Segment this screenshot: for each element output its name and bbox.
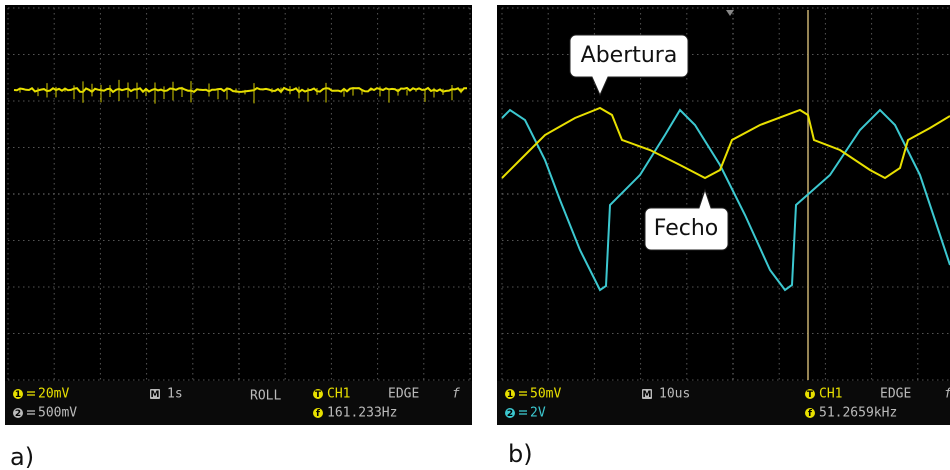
badge-text: M: [643, 390, 652, 400]
badge-text: 2: [507, 409, 513, 419]
badge-text: 1: [15, 390, 21, 400]
badge-text: f: [808, 409, 812, 419]
badge-text: f: [316, 409, 320, 419]
badge-text: 2: [15, 409, 21, 419]
status-text: CH1: [819, 387, 842, 402]
panel-label: b): [508, 440, 533, 468]
status-text: 50mV: [530, 387, 561, 402]
badge-text: M: [151, 390, 160, 400]
status-text: 1s: [167, 387, 183, 402]
status-text: f: [452, 387, 460, 402]
figure: Abertura Fecho 1 20mV 2 500mV M 1s ROLL T CH1 EDG…: [0, 0, 950, 470]
status-text: 161.233Hz: [327, 406, 397, 421]
badge-text: T: [315, 390, 322, 400]
status-text: CH1: [327, 387, 350, 402]
status-text: EDGE: [388, 387, 419, 402]
badge-text: 1: [507, 390, 513, 400]
status-text: 2V: [530, 406, 546, 421]
status-text: 10us: [659, 387, 690, 402]
badge-text: T: [807, 390, 814, 400]
callout-text: Fecho: [654, 216, 719, 241]
callout-text: Abertura: [581, 43, 678, 68]
status-text: f: [944, 387, 950, 402]
status-text: ROLL: [250, 389, 281, 404]
panel-label: a): [10, 443, 34, 470]
status-text: 500mV: [38, 406, 77, 421]
status-text: EDGE: [880, 387, 911, 402]
status-text: 51.2659kHz: [819, 406, 897, 421]
status-text: 20mV: [38, 387, 69, 402]
